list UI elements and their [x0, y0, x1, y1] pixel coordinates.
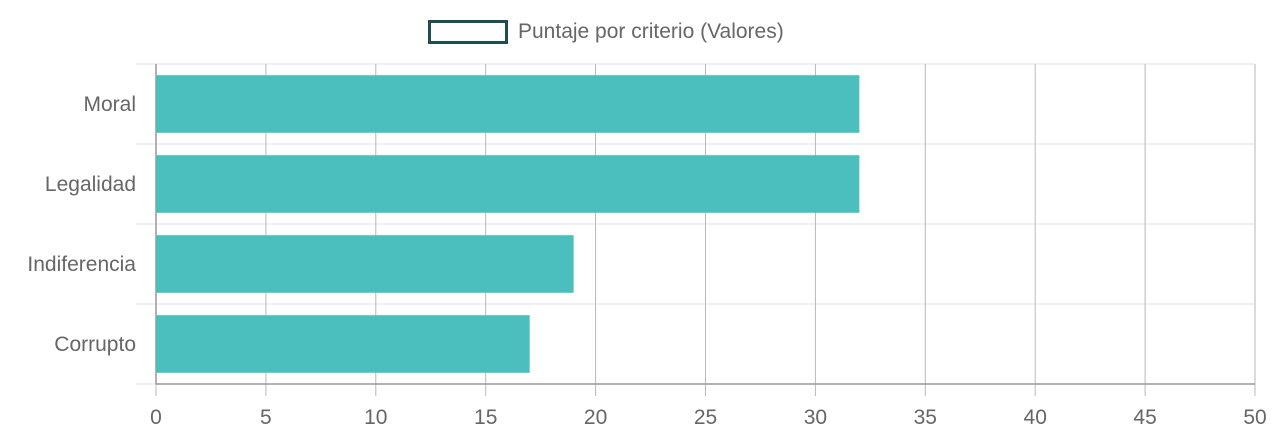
x-tick-label: 5	[260, 406, 272, 429]
y-category-label: Moral	[83, 93, 136, 116]
bar	[156, 315, 530, 373]
bar	[156, 235, 574, 293]
y-category-label: Corrupto	[54, 333, 136, 356]
bar	[156, 75, 860, 133]
x-tick-label: 45	[1133, 406, 1156, 429]
x-tick-label: 20	[584, 406, 607, 429]
legend-swatch	[428, 20, 508, 44]
y-category-label: Indiferencia	[27, 253, 136, 276]
x-tick-label: 50	[1243, 406, 1266, 429]
x-tick-label: 40	[1024, 406, 1047, 429]
x-tick-label: 15	[474, 406, 497, 429]
bar	[156, 155, 860, 213]
x-tick-label: 35	[914, 406, 937, 429]
y-category-label: Legalidad	[45, 173, 136, 196]
x-tick-label: 25	[694, 406, 717, 429]
x-tick-label: 0	[150, 406, 162, 429]
x-tick-label: 30	[804, 406, 827, 429]
legend-label: Puntaje por criterio (Valores)	[518, 20, 784, 43]
chart-legend[interactable]: Puntaje por criterio (Valores)	[428, 18, 784, 46]
x-tick-label: 10	[364, 406, 387, 429]
